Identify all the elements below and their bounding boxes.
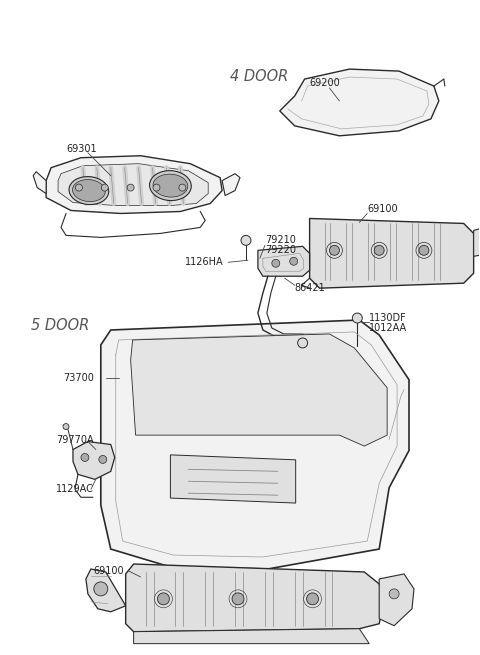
Polygon shape [258,246,310,276]
Ellipse shape [72,179,105,202]
Text: 79220: 79220 [265,246,296,255]
Circle shape [272,259,280,267]
Circle shape [232,593,244,605]
Circle shape [329,246,339,255]
Circle shape [101,184,108,191]
Text: 1129AC: 1129AC [56,484,94,495]
Text: 86421: 86421 [295,283,325,293]
Circle shape [81,453,89,461]
Circle shape [298,338,308,348]
Polygon shape [131,334,387,446]
Text: 73700: 73700 [63,373,94,383]
Text: 69100: 69100 [94,566,124,576]
Text: 1012AA: 1012AA [369,323,408,333]
Polygon shape [46,156,222,214]
Polygon shape [474,227,480,256]
Circle shape [241,235,251,246]
Text: 69100: 69100 [367,204,398,214]
Text: 5 DOOR: 5 DOOR [31,318,89,333]
Polygon shape [133,629,369,644]
Polygon shape [86,569,126,612]
Circle shape [352,313,362,323]
Circle shape [157,593,169,605]
Circle shape [75,184,83,191]
Circle shape [127,184,134,191]
Text: 1130DF: 1130DF [369,313,407,323]
Polygon shape [170,455,296,503]
Polygon shape [126,564,384,631]
Circle shape [94,582,108,596]
Ellipse shape [150,171,191,200]
Circle shape [153,184,160,191]
Text: 1126HA: 1126HA [185,257,224,267]
Circle shape [419,246,429,255]
Text: 69301: 69301 [66,143,96,154]
Circle shape [63,424,69,430]
Polygon shape [280,69,439,136]
Text: 69200: 69200 [310,78,340,88]
Ellipse shape [69,177,109,204]
Text: 79770A: 79770A [56,434,94,445]
Polygon shape [310,219,474,288]
Polygon shape [73,441,115,479]
Circle shape [179,184,186,191]
Polygon shape [222,174,240,196]
Circle shape [99,455,107,464]
Circle shape [307,593,319,605]
Circle shape [389,589,399,599]
Circle shape [290,257,298,265]
Polygon shape [101,320,409,569]
Polygon shape [379,574,414,626]
Polygon shape [58,164,208,206]
Text: 79210: 79210 [265,235,296,246]
Ellipse shape [153,174,188,197]
Polygon shape [33,172,46,194]
Text: 4 DOOR: 4 DOOR [230,69,288,84]
Circle shape [374,246,384,255]
